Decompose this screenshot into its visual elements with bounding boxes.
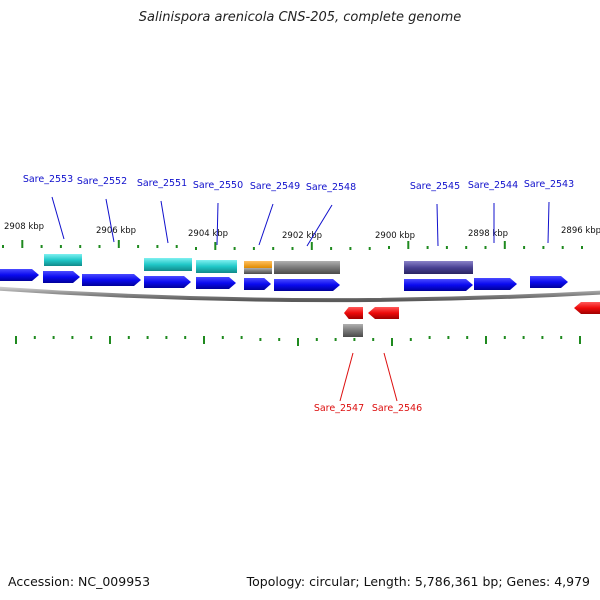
- scale-label: 2902 kbp: [282, 231, 322, 241]
- feature-box-gray: [343, 324, 363, 337]
- forward-gene-track: [0, 269, 568, 291]
- forward-gene-arrow: [0, 269, 39, 281]
- forward-gene-arrow: [244, 278, 271, 290]
- scale-label: 2896 kbp: [561, 226, 600, 236]
- gene-label-forward: Sare_2544: [468, 180, 518, 191]
- forward-gene-arrow: [82, 274, 141, 286]
- gene-label-forward: Sare_2545: [410, 181, 460, 192]
- callout-line: [105, 198, 115, 243]
- gene-label-reverse: Sare_2547: [314, 403, 364, 414]
- feature-box-slate: [404, 261, 473, 274]
- reverse-gene-track: [344, 302, 600, 319]
- scale-ticks-top: [2, 240, 583, 250]
- forward-gene-arrow: [274, 279, 340, 291]
- gene-callouts: Sare_2553 Sare_2552 Sare_2551 Sare_2550 Sare…: [23, 174, 574, 414]
- scale-label: 2908 kbp: [4, 222, 44, 232]
- gene-label-reverse: Sare_2546: [372, 403, 422, 414]
- forward-gene-arrow: [43, 271, 80, 283]
- gene-label-forward: Sare_2551: [137, 178, 187, 189]
- callout-line: [436, 203, 439, 247]
- callout-line: [160, 200, 169, 244]
- forward-gene-arrow: [144, 276, 191, 288]
- feature-box-cyan: [44, 254, 82, 266]
- callout-line: [306, 204, 333, 247]
- reverse-gene-arrow: [344, 307, 363, 319]
- scale-label: 2906 kbp: [96, 226, 136, 236]
- gene-label-forward: Sare_2553: [23, 174, 73, 185]
- feature-track: [44, 254, 473, 337]
- reverse-gene-arrow: [574, 302, 600, 314]
- forward-gene-arrow: [530, 276, 568, 288]
- callout-line: [51, 196, 65, 240]
- callout-line: [383, 352, 398, 402]
- genome-backbone: [0, 286, 600, 303]
- forward-gene-arrow: [196, 277, 236, 289]
- feature-box-orange: [244, 261, 272, 268]
- callout-line: [547, 201, 550, 244]
- forward-gene-arrow: [474, 278, 517, 290]
- callout-line: [258, 203, 274, 246]
- scale-label: 2900 kbp: [375, 231, 415, 241]
- gene-label-forward: Sare_2552: [77, 176, 127, 187]
- feature-box-gray: [274, 261, 340, 274]
- gene-label-forward: Sare_2550: [193, 180, 243, 191]
- forward-gene-arrow: [404, 279, 473, 291]
- scale-label: 2904 kbp: [188, 229, 228, 239]
- feature-box-cyan: [196, 260, 237, 273]
- scale-labels: 2908 kbp 2906 kbp 2904 kbp 2902 kbp 2900 kbp…: [4, 222, 600, 241]
- scale-ticks-bottom: [15, 336, 581, 346]
- callout-line: [216, 202, 219, 246]
- gene-label-forward: Sare_2549: [250, 181, 300, 192]
- genome-summary-text: Topology: circular; Length: 5,786,361 bp…: [246, 574, 590, 589]
- callout-line: [339, 352, 354, 402]
- feature-box-gray: [244, 268, 272, 274]
- reverse-gene-arrow: [368, 307, 399, 319]
- feature-box-cyan: [144, 258, 192, 271]
- gene-label-forward: Sare_2548: [306, 182, 356, 193]
- gene-label-forward: Sare_2543: [524, 179, 574, 190]
- scale-label: 2898 kbp: [468, 229, 508, 239]
- genome-title: Salinispora arenicola CNS-205, complete …: [138, 10, 462, 25]
- accession-text: Accession: NC_009953: [8, 574, 151, 589]
